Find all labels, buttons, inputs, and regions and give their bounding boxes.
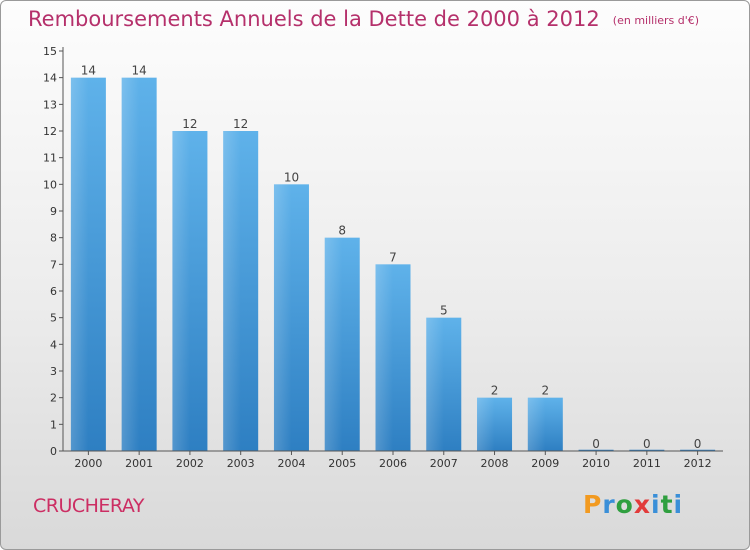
y-tick-label: 5 [50,312,57,325]
y-tick-label: 3 [50,365,57,378]
bar-highlight [527,397,546,451]
data-label: 8 [338,224,346,238]
y-tick-label: 14 [43,72,57,85]
data-label: 0 [643,437,651,451]
data-label: 0 [694,437,702,451]
x-tick-label: 2005 [328,457,356,470]
x-tick-label: 2008 [481,457,509,470]
y-tick-label: 1 [50,418,57,431]
brand-letter: t [660,490,674,519]
bar-highlight [172,131,190,451]
bar-highlight [477,397,495,451]
data-label: 7 [389,250,397,264]
bar-highlight [375,264,393,451]
x-tick-label: 2001 [125,457,153,470]
y-tick-label: 10 [43,178,57,191]
x-tick-label: 2009 [531,457,559,470]
data-label: 0 [592,437,600,451]
y-tick-label: 6 [50,285,57,298]
data-label: 12 [233,117,248,131]
data-label: 2 [541,384,549,398]
y-tick-label: 9 [50,205,57,218]
data-label: 2 [491,384,499,398]
data-label: 14 [132,64,147,78]
x-tick-label: 2010 [582,457,610,470]
bar-highlight [324,237,343,451]
title-row: Remboursements Annuels de la Dette de 20… [28,7,699,31]
data-label: 5 [440,304,448,318]
y-tick-label: 12 [43,125,57,138]
data-label: 12 [182,117,197,131]
y-tick-label: 0 [50,445,57,458]
x-tick-label: 2006 [379,457,407,470]
brand-letter: i [673,490,684,519]
bar-highlight [273,184,292,452]
x-tick-label: 2012 [684,457,712,470]
chart-title: Remboursements Annuels de la Dette de 20… [28,7,600,31]
y-tick-label: 8 [50,232,57,245]
brand-letter: x [633,490,651,519]
town-name: CRUCHERAY [33,495,145,517]
x-tick-label: 2004 [277,457,305,470]
bar-highlight [70,77,89,452]
data-label: 10 [284,170,299,184]
x-tick-label: 2007 [430,457,458,470]
y-tick-label: 4 [50,338,57,351]
bar-highlight [426,317,444,451]
labels-group: 0123456789101112131415200014200114200212… [43,45,712,470]
y-tick-label: 7 [50,258,57,271]
brand-logo: Proxiti [583,490,683,519]
bars-group [70,77,716,452]
brand-letter: P [583,490,603,519]
data-label: 14 [81,64,96,78]
x-tick-label: 2003 [227,457,255,470]
y-tick-label: 2 [50,392,57,405]
x-tick-label: 2011 [633,457,661,470]
x-tick-label: 2000 [74,457,102,470]
y-tick-label: 13 [43,98,57,111]
axes-group [59,47,723,455]
brand-letter: i [651,490,661,519]
brand-letter: o [615,490,634,519]
bar-highlight [223,131,241,451]
bar-highlight [121,77,140,452]
chart-unit: (en milliers d'€) [612,14,700,27]
y-tick-label: 11 [43,152,57,165]
y-tick-label: 15 [43,45,57,58]
brand-letter: r [602,490,616,519]
x-tick-label: 2002 [176,457,204,470]
